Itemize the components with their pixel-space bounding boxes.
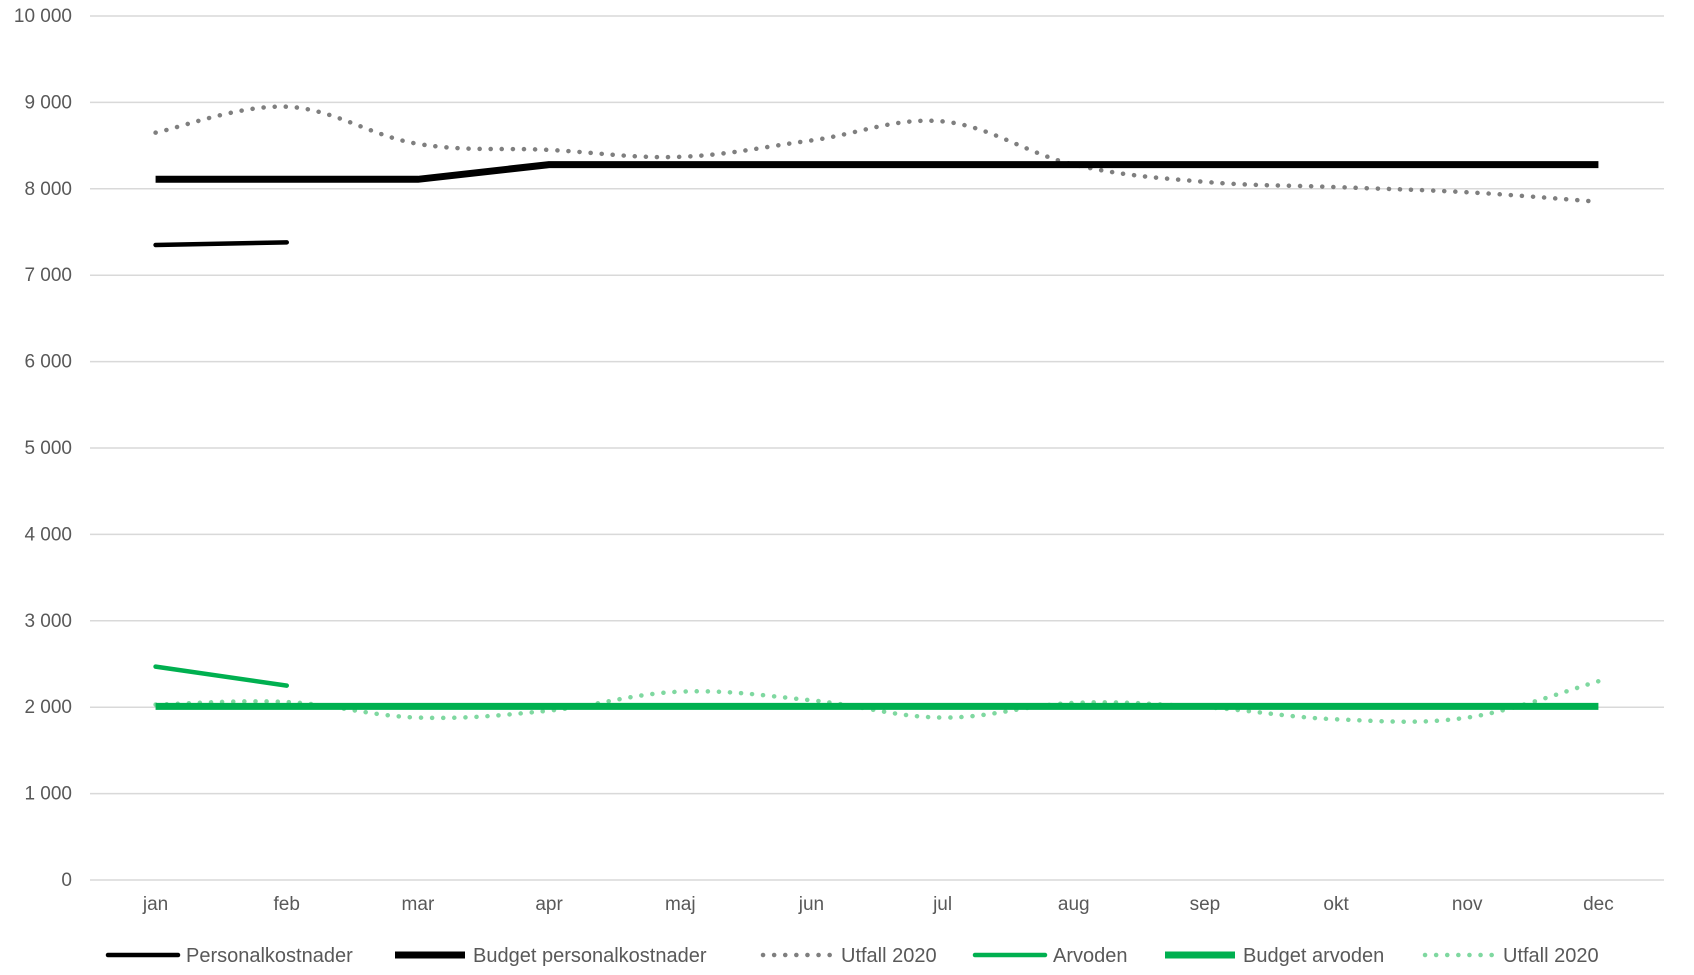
- x-tick-label: jun: [798, 894, 824, 915]
- y-axis-ticks: 0 1 000 2 000 3 000 4 000 5 000 6 000 7 000 8 00…: [14, 6, 72, 891]
- y-tick-label: 5 000: [24, 438, 72, 459]
- legend-label: Utfall 2020: [1503, 945, 1599, 967]
- x-tick-label: mar: [402, 894, 435, 915]
- series-line-1: [155, 161, 1599, 183]
- y-tick-label: 3 000: [24, 611, 72, 632]
- legend-label: Budget personalkostnader: [473, 945, 707, 967]
- series-line-3: [153, 664, 289, 688]
- x-tick-label: jan: [142, 894, 168, 915]
- y-tick-label: 6 000: [24, 352, 72, 373]
- x-tick-label: maj: [665, 894, 696, 915]
- y-tick-label: 1 000: [24, 784, 72, 805]
- x-tick-label: feb: [274, 894, 300, 915]
- y-tick-label: 2 000: [24, 697, 72, 718]
- x-tick-label: okt: [1323, 894, 1349, 915]
- x-tick-label: apr: [535, 894, 563, 915]
- series-lines: [153, 104, 1601, 724]
- legend-label: Arvoden: [1053, 945, 1128, 967]
- x-tick-label: jul: [932, 894, 952, 915]
- x-tick-label: dec: [1583, 894, 1614, 915]
- y-tick-label: 7 000: [24, 265, 72, 286]
- y-tick-label: 10 000: [14, 6, 72, 27]
- x-tick-label: nov: [1452, 894, 1483, 915]
- x-tick-label: sep: [1190, 894, 1221, 915]
- legend-label: Personalkostnader: [186, 945, 353, 967]
- series-line-0: [153, 240, 289, 248]
- legend: Personalkostnader Budget personalkostnade…: [105, 945, 1599, 967]
- x-tick-label: aug: [1058, 894, 1090, 915]
- y-tick-label: 0: [61, 870, 72, 891]
- series-line-5: [153, 679, 1601, 724]
- series-line-2: [153, 104, 1601, 205]
- legend-label: Utfall 2020: [841, 945, 937, 967]
- y-tick-label: 9 000: [24, 92, 72, 113]
- y-tick-label: 4 000: [24, 524, 72, 545]
- gridlines: [90, 15, 1664, 881]
- x-axis-ticks: jan feb mar apr maj jun jul aug sep okt nov dec: [142, 894, 1614, 915]
- legend-label: Budget arvoden: [1243, 945, 1384, 967]
- y-tick-label: 8 000: [24, 179, 72, 200]
